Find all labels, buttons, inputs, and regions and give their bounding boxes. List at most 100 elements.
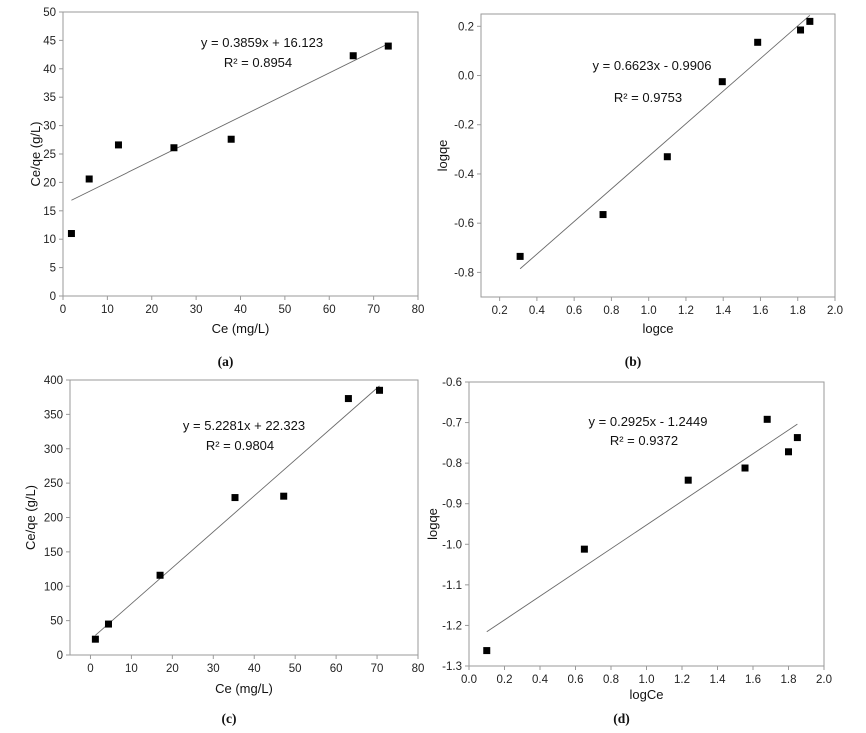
chart-3-equation: y = 5.2281x + 22.323 bbox=[183, 418, 305, 433]
chart-2-data-point bbox=[797, 26, 805, 34]
chart-4-data-point bbox=[763, 415, 771, 423]
chart-2-y-tick-label: -0.2 bbox=[454, 120, 474, 132]
chart-1-data-point bbox=[349, 52, 357, 60]
chart-3-x-tick-label: 40 bbox=[248, 663, 261, 675]
chart-3-data-point bbox=[91, 635, 99, 643]
chart-3-x-tick-label: 70 bbox=[371, 663, 384, 675]
chart-1-x-tick-label: 0 bbox=[60, 304, 66, 316]
chart-3-y-tick-label: 250 bbox=[44, 478, 63, 490]
chart-4-y-tick-label: -0.7 bbox=[442, 418, 462, 430]
chart-4-x-tick-label: 1.8 bbox=[781, 674, 797, 686]
chart-3-y-tick-label: 400 bbox=[44, 375, 63, 387]
chart-1-y-axis-label: Ce/qe (g/L) bbox=[28, 121, 43, 186]
chart-2-r-squared: R² = 0.9753 bbox=[614, 90, 682, 105]
chart-3-data-point bbox=[376, 386, 384, 394]
chart-3-y-tick-label: 0 bbox=[57, 650, 63, 662]
chart-3-data-point bbox=[231, 494, 239, 502]
chart-1-caption: (a) bbox=[218, 354, 234, 369]
chart-2-y-tick-label: -0.4 bbox=[454, 169, 474, 181]
chart-2-y-tick-label: 0.0 bbox=[458, 71, 474, 83]
chart-1-y-tick-label: 5 bbox=[50, 263, 56, 275]
chart-2-data-point bbox=[516, 252, 524, 260]
chart-4-y-axis-label: logqe bbox=[425, 508, 440, 540]
chart-3-x-axis-label: Ce (mg/L) bbox=[215, 681, 273, 696]
chart-4-data-point bbox=[684, 476, 692, 484]
chart-3-y-tick-label: 150 bbox=[44, 547, 63, 559]
chart-2-y-tick-label: 0.2 bbox=[458, 21, 474, 33]
chart-4-x-tick-label: 0.6 bbox=[568, 674, 584, 686]
chart-3-trendline bbox=[95, 385, 380, 636]
chart-4-x-tick-label: 0.8 bbox=[603, 674, 619, 686]
chart-3-data-point bbox=[104, 620, 112, 628]
chart-4-x-tick-label: 0.4 bbox=[532, 674, 549, 686]
chart-3-y-axis-label: Ce/qe (g/L) bbox=[23, 485, 38, 550]
chart-2-x-tick-label: 1.6 bbox=[752, 305, 768, 317]
chart-1-data-point bbox=[114, 141, 122, 149]
chart-3-data-point bbox=[344, 395, 352, 403]
chart-1-x-tick-label: 20 bbox=[145, 304, 158, 316]
chart-3-y-tick-label: 200 bbox=[44, 513, 63, 525]
chart-4-data-point bbox=[785, 448, 792, 456]
chart-2-data-point bbox=[663, 153, 671, 161]
chart-3-x-tick-label: 30 bbox=[207, 663, 220, 675]
chart-3-y-tick-label: 300 bbox=[44, 444, 63, 456]
chart-1-y-tick-label: 35 bbox=[43, 92, 56, 104]
chart-2-plot-frame bbox=[480, 13, 836, 298]
chart-1-x-tick-label: 40 bbox=[234, 304, 247, 316]
chart-2-x-axis-label: logce bbox=[642, 321, 673, 336]
chart-1-x-tick-label: 60 bbox=[323, 304, 336, 316]
chart-3-caption: (c) bbox=[222, 711, 237, 726]
chart-2-data-point bbox=[754, 38, 762, 46]
chart-1-y-tick-label: 40 bbox=[43, 64, 56, 76]
chart-1-x-axis-label: Ce (mg/L) bbox=[212, 321, 270, 336]
chart-2-y-tick-label: -0.6 bbox=[454, 218, 474, 230]
chart-1-trendline bbox=[71, 43, 389, 201]
chart-3-data-point bbox=[280, 492, 288, 500]
chart-4-x-axis-label: logCe bbox=[630, 687, 664, 702]
chart-1-equation: y = 0.3859x + 16.123 bbox=[201, 35, 323, 50]
chart-1-y-tick-label: 20 bbox=[43, 177, 56, 189]
chart-4-x-tick-label: 1.2 bbox=[674, 674, 690, 686]
chart-1-x-tick-label: 50 bbox=[278, 304, 291, 316]
chart-4-data-point bbox=[741, 464, 749, 472]
chart-4-data-point bbox=[793, 434, 801, 442]
chart-4-data-point bbox=[580, 545, 588, 553]
chart-4-y-tick-label: -1.3 bbox=[442, 661, 462, 673]
chart-2-data-point bbox=[599, 211, 607, 219]
chart-1-x-tick-label: 70 bbox=[367, 304, 380, 316]
chart-4-y-tick-label: -0.9 bbox=[442, 499, 462, 511]
chart-2-trendline bbox=[519, 14, 811, 270]
chart-4-trendline bbox=[486, 423, 798, 633]
chart-1-y-tick-label: 10 bbox=[43, 234, 56, 246]
chart-1-y-tick-label: 45 bbox=[43, 35, 56, 47]
chart-1-x-tick-label: 80 bbox=[412, 304, 425, 316]
chart-2-equation: y = 0.6623x - 0.9906 bbox=[593, 58, 712, 73]
chart-2-x-tick-label: 1.4 bbox=[715, 305, 732, 317]
chart-4-y-tick-label: -0.8 bbox=[442, 458, 462, 470]
chart-2-x-tick-label: 1.8 bbox=[790, 305, 806, 317]
chart-1-data-point bbox=[227, 135, 235, 143]
chart-3-y-tick-label: 350 bbox=[44, 409, 63, 421]
chart-3-y-tick-label: 50 bbox=[50, 616, 63, 628]
chart-2-y-axis-label: logqe bbox=[435, 140, 450, 172]
chart-3-y-tick-label: 100 bbox=[44, 581, 63, 593]
chart-1-y-tick-label: 0 bbox=[50, 291, 56, 303]
chart-1-data-point bbox=[170, 144, 178, 152]
chart-3-x-tick-label: 20 bbox=[166, 663, 179, 675]
chart-4-r-squared: R² = 0.9372 bbox=[610, 433, 678, 448]
chart-3-x-tick-label: 50 bbox=[289, 663, 302, 675]
chart-3-x-tick-label: 60 bbox=[330, 663, 343, 675]
chart-1-x-tick-label: 10 bbox=[101, 304, 114, 316]
chart-3-x-tick-label: 0 bbox=[87, 663, 93, 675]
chart-4-y-tick-label: -1.1 bbox=[442, 580, 462, 592]
chart-4-y-tick-label: -1.2 bbox=[442, 620, 462, 632]
chart-2-x-tick-label: 0.2 bbox=[492, 305, 508, 317]
chart-4-y-tick-label: -1.0 bbox=[442, 539, 462, 551]
chart-3-data-point bbox=[156, 571, 164, 579]
chart-1-r-squared: R² = 0.8954 bbox=[224, 55, 292, 70]
chart-1-data-point bbox=[384, 42, 392, 50]
chart-1-y-tick-label: 50 bbox=[43, 7, 56, 19]
chart-4-x-tick-label: 1.4 bbox=[710, 674, 727, 686]
chart-2-y-tick-label: -0.8 bbox=[454, 267, 474, 279]
chart-2-caption: (b) bbox=[625, 354, 642, 369]
